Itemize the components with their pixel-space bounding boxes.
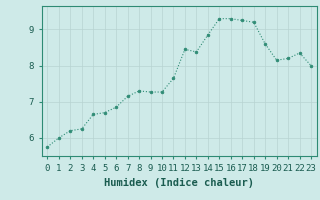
- X-axis label: Humidex (Indice chaleur): Humidex (Indice chaleur): [104, 178, 254, 188]
